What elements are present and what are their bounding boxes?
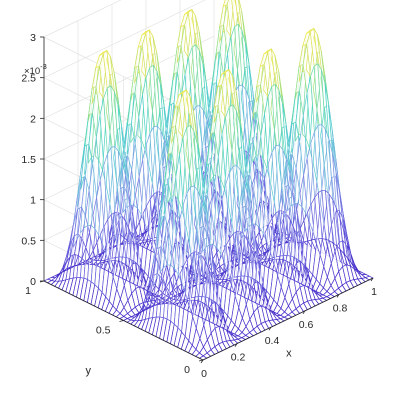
z-tick-label: 2.5 (21, 73, 36, 85)
x-tick-label: 0.8 (333, 302, 348, 314)
x-tick-mark (200, 359, 204, 364)
z-tick-label: 2 (30, 113, 36, 125)
x-tick-label: 0.4 (265, 335, 280, 347)
y-tick-label: 0.5 (96, 325, 111, 337)
axis-layer (39, 36, 374, 364)
x-tick-label: 0 (201, 368, 207, 380)
x-tick-mark (336, 294, 340, 298)
x-axis-line (202, 277, 374, 361)
x-tick-mark (302, 310, 306, 315)
x-tick-mark (268, 326, 272, 331)
x-tick-mark (370, 277, 374, 282)
y-tick-mark (198, 359, 204, 362)
z-tick-label: 1 (30, 195, 36, 207)
x-axis-title: x (286, 347, 292, 359)
y-axis-title: y (85, 365, 91, 377)
grid-line (43, 0, 206, 78)
x-tick-mark (234, 343, 238, 347)
grid-line (43, 0, 122, 38)
z-exponent-label: ×10-3 (24, 62, 47, 77)
z-tick-label: 1.5 (21, 154, 36, 166)
z-tick-label: 0 (30, 276, 36, 288)
y-tick-label: 1 (25, 285, 31, 297)
z-tick-label: 0.5 (21, 235, 36, 247)
x-tick-label: 0.2 (231, 352, 246, 364)
y-tick-mark (119, 320, 124, 322)
x-tick-label: 1 (371, 286, 377, 298)
y-tick-label: 0 (184, 364, 190, 376)
x-tick-label: 0.6 (299, 319, 314, 331)
z-tick-label: 3 (30, 32, 36, 44)
surface-layer (43, 0, 374, 361)
